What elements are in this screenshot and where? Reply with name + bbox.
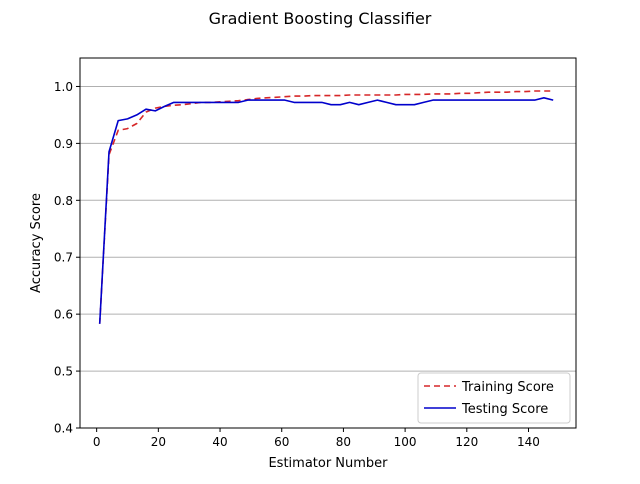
- plot-area-frame: [79, 57, 577, 429]
- x-tick-label: 20: [151, 435, 166, 449]
- y-tick-label: 0.5: [54, 365, 73, 379]
- series-line-testing: [98, 97, 554, 324]
- legend: Training Score Testing Score: [417, 372, 571, 424]
- x-tick-label: 80: [336, 435, 351, 449]
- y-axis-label: Accuracy Score: [29, 193, 44, 293]
- legend-label-testing: Testing Score: [461, 402, 548, 417]
- y-tick-label: 0.6: [54, 308, 73, 322]
- legend-label-training: Training Score: [461, 380, 554, 395]
- x-tick-label: 60: [274, 435, 289, 449]
- series-line-training: [98, 90, 554, 324]
- y-tick-label: 0.8: [54, 194, 73, 208]
- x-tick-label: 140: [517, 435, 540, 449]
- chart-title: Gradient Boosting Classifier: [209, 9, 432, 28]
- series-layer: [98, 90, 554, 324]
- axis-layer: 0.4 0.5 0.6 0.7 0.8 0.9 1.0 0 20 40 60 80 100 120 140: [54, 80, 540, 449]
- x-tick-label: 0: [93, 435, 101, 449]
- y-tick-label: 1.0: [54, 80, 73, 94]
- x-tick-label: 40: [212, 435, 227, 449]
- x-axis-label: Estimator Number: [268, 456, 388, 471]
- y-tick-label: 0.9: [54, 137, 73, 151]
- x-tick-label: 100: [394, 435, 417, 449]
- x-tick-label: 120: [455, 435, 478, 449]
- y-tick-label: 0.7: [54, 251, 73, 265]
- y-tick-label: 0.4: [54, 422, 73, 436]
